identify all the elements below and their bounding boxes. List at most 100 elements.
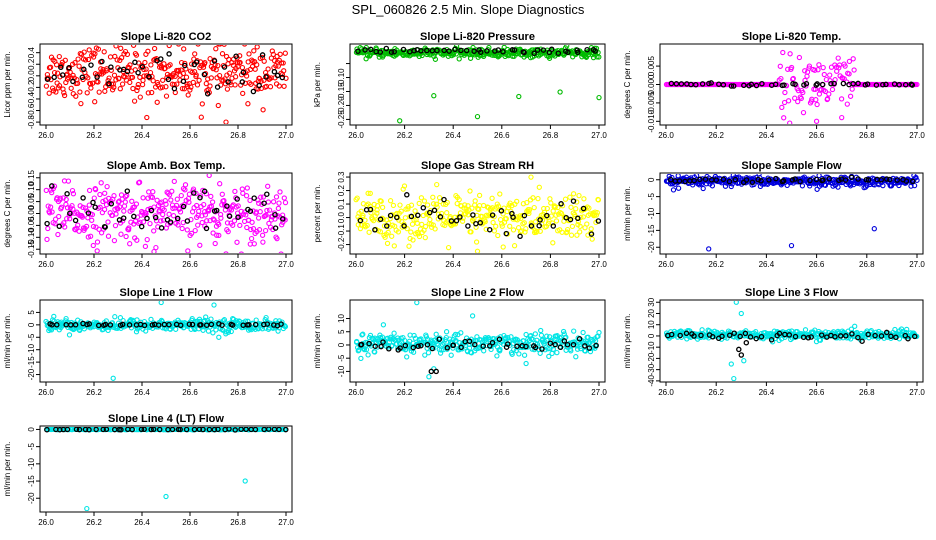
data-point bbox=[280, 60, 286, 66]
data-point bbox=[203, 225, 210, 232]
x-tick-label: 27.0 bbox=[909, 388, 925, 397]
data-point bbox=[433, 201, 439, 207]
data-point bbox=[118, 55, 125, 61]
data-point bbox=[547, 340, 554, 346]
data-point bbox=[221, 64, 228, 70]
data-point bbox=[883, 81, 889, 88]
data-point bbox=[493, 223, 499, 229]
data-point bbox=[538, 332, 545, 338]
data-point bbox=[720, 82, 727, 88]
data-point bbox=[162, 65, 168, 72]
data-point bbox=[743, 177, 750, 183]
data-point bbox=[192, 227, 198, 234]
data-point bbox=[173, 326, 179, 332]
y-tick-label: -30 bbox=[647, 363, 656, 375]
y-axis-label: degrees C per min. bbox=[3, 179, 12, 247]
data-point bbox=[92, 204, 98, 210]
data-point bbox=[129, 427, 135, 433]
data-point bbox=[65, 74, 72, 81]
data-point bbox=[72, 60, 78, 66]
data-point bbox=[436, 336, 443, 342]
data-point bbox=[239, 79, 246, 85]
data-point bbox=[395, 229, 402, 235]
data-point bbox=[434, 341, 440, 347]
data-point bbox=[537, 217, 543, 223]
data-point bbox=[415, 212, 421, 219]
data-point bbox=[141, 427, 147, 433]
data-point bbox=[510, 227, 517, 233]
data-point bbox=[381, 223, 388, 229]
data-point bbox=[169, 188, 175, 194]
data-point bbox=[569, 223, 576, 230]
data-point bbox=[149, 322, 156, 328]
data-point bbox=[511, 346, 517, 353]
y-tick-label: -0.20 bbox=[337, 96, 346, 115]
data-point bbox=[416, 233, 423, 240]
data-point bbox=[102, 190, 108, 196]
data-point bbox=[86, 427, 92, 433]
x-tick-label: 26.2 bbox=[397, 260, 413, 269]
data-point bbox=[67, 216, 73, 222]
data-point bbox=[44, 76, 51, 82]
data-point bbox=[74, 80, 81, 87]
chart-title: Slope Line 2 Flow bbox=[431, 287, 524, 299]
data-point bbox=[788, 64, 795, 71]
data-point bbox=[420, 205, 427, 211]
data-point bbox=[102, 321, 109, 328]
data-point bbox=[111, 72, 118, 78]
data-point bbox=[150, 189, 156, 195]
data-point bbox=[243, 212, 249, 218]
data-point bbox=[135, 81, 141, 88]
data-point bbox=[69, 203, 75, 209]
data-point bbox=[365, 352, 371, 358]
data-point bbox=[382, 234, 388, 240]
data-point bbox=[365, 190, 371, 196]
chart-panel-2: Slope Li-820 Pressure 26.0 26.2 26.4 26.6 26.… bbox=[313, 31, 607, 140]
data-point bbox=[151, 228, 157, 234]
data-point bbox=[676, 178, 683, 184]
data-point bbox=[95, 322, 102, 329]
chart-title: Slope Line 1 Flow bbox=[120, 287, 213, 299]
data-point bbox=[515, 225, 522, 231]
data-point bbox=[354, 338, 360, 345]
x-tick-label: 26.4 bbox=[759, 388, 775, 397]
data-point bbox=[226, 56, 232, 63]
data-point bbox=[123, 233, 129, 240]
data-point bbox=[278, 321, 284, 327]
data-point bbox=[172, 73, 178, 79]
data-point bbox=[574, 199, 580, 205]
data-point bbox=[52, 216, 59, 222]
series-all bbox=[353, 174, 602, 253]
data-point bbox=[595, 197, 602, 203]
data-point bbox=[51, 313, 57, 320]
x-tick-label: 26.0 bbox=[38, 260, 54, 269]
data-point bbox=[360, 212, 366, 219]
outlier-point bbox=[557, 89, 563, 95]
chart-panel-4: Slope Amb. Box Temp. 26.0 26.2 26.4 26.6 26.8… bbox=[3, 160, 294, 269]
data-point bbox=[386, 339, 393, 345]
data-point bbox=[226, 427, 232, 432]
data-point bbox=[390, 202, 397, 209]
data-point bbox=[83, 223, 90, 230]
data-point bbox=[146, 74, 152, 80]
data-point bbox=[896, 82, 902, 88]
data-point bbox=[400, 46, 407, 53]
data-point bbox=[176, 67, 182, 74]
data-point bbox=[90, 242, 96, 249]
data-point bbox=[537, 350, 543, 356]
x-tick-label: 27.0 bbox=[591, 260, 607, 269]
data-point bbox=[118, 45, 124, 51]
data-point bbox=[422, 234, 428, 241]
data-point bbox=[528, 332, 534, 339]
data-point bbox=[859, 338, 865, 344]
data-point bbox=[593, 342, 599, 349]
data-point bbox=[408, 229, 414, 235]
data-point bbox=[197, 194, 203, 201]
chart-title: Slope Li-820 CO2 bbox=[121, 31, 211, 43]
data-point bbox=[521, 220, 527, 226]
data-point bbox=[120, 215, 127, 221]
data-point bbox=[467, 188, 473, 194]
data-point bbox=[753, 82, 760, 89]
data-point bbox=[137, 94, 143, 100]
data-point bbox=[127, 62, 133, 68]
